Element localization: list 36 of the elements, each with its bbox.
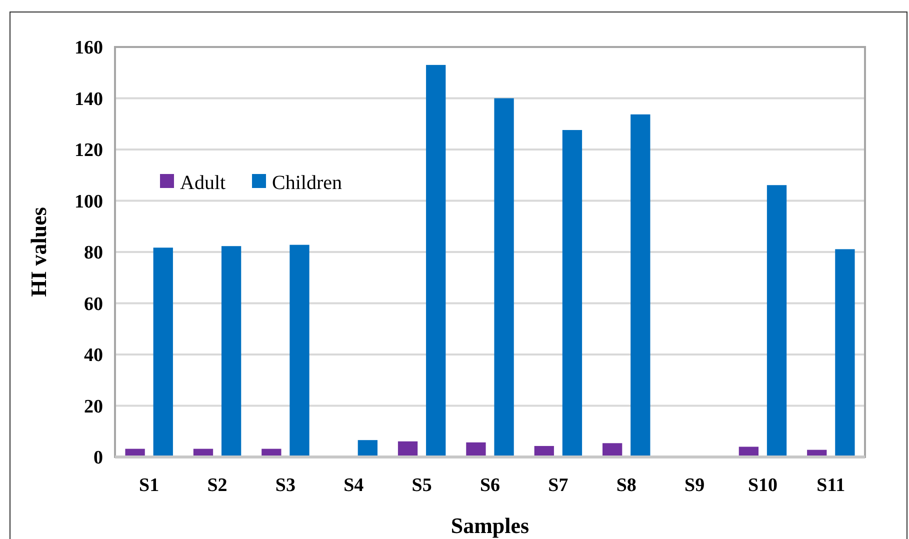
y-tick-label: 40 [84, 345, 103, 366]
x-tick-label: S2 [207, 475, 228, 496]
bar [153, 248, 173, 457]
x-tick-label: S5 [412, 475, 432, 496]
bar [358, 440, 378, 457]
x-tick-label: S3 [275, 475, 296, 496]
y-tick-label: 140 [74, 88, 103, 110]
bar [835, 249, 855, 457]
y-tick-label: 80 [84, 242, 103, 264]
legend-label: Children [272, 172, 342, 194]
x-tick-label: S8 [616, 475, 636, 496]
bar [466, 442, 486, 457]
y-tick-label: 120 [74, 140, 103, 162]
x-axis-title: Samples [450, 513, 530, 538]
bar [290, 244, 310, 457]
bar [602, 443, 622, 457]
y-tick-label: 0 [94, 448, 103, 469]
x-tick-label: S11 [816, 475, 846, 496]
y-tick-label: 60 [84, 294, 103, 315]
y-tick-label: 20 [84, 396, 103, 418]
y-axis-title: HI values [26, 206, 51, 297]
legend-label: Adult [180, 172, 226, 194]
x-tick-label: S6 [480, 475, 500, 496]
bar [766, 185, 787, 457]
x-tick-label: S1 [139, 475, 160, 496]
bar [426, 64, 446, 457]
bar [494, 98, 514, 457]
x-tick-label: S10 [748, 475, 778, 496]
x-tick-label: S9 [684, 475, 705, 496]
y-tick-label: 160 [74, 38, 103, 59]
bar [221, 246, 242, 457]
bar [562, 130, 582, 457]
bar [630, 114, 650, 457]
x-tick-label: S7 [548, 475, 569, 496]
x-tick-label: S4 [344, 475, 364, 496]
y-tick-label: 100 [74, 191, 103, 212]
